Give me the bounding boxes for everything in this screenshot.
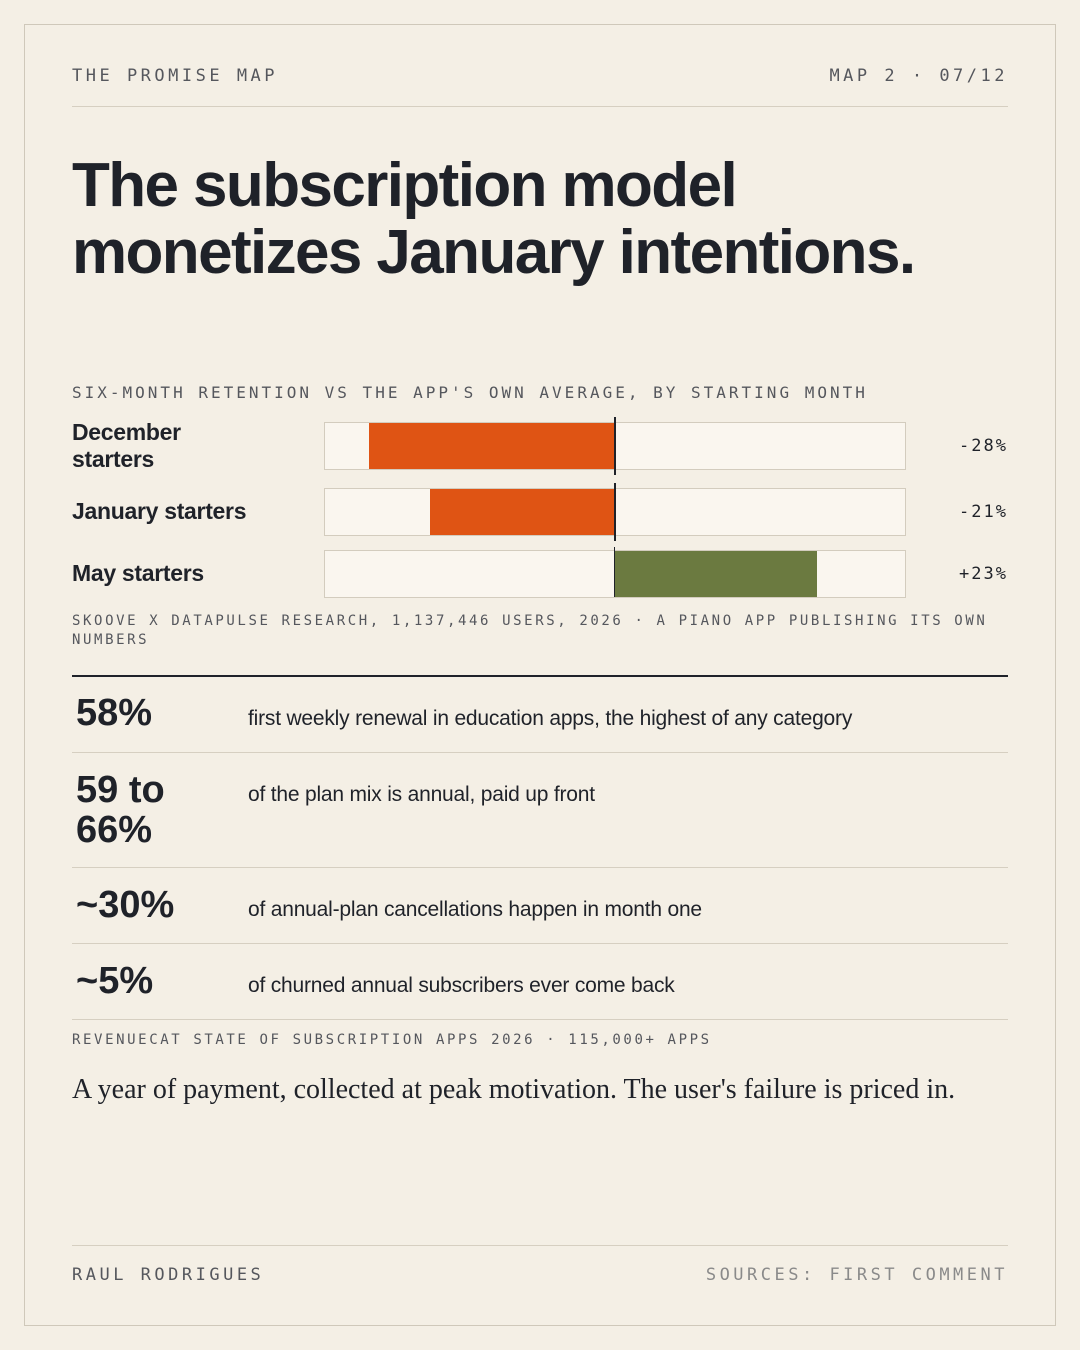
top-bar: THE PROMISE MAP MAP 2 · 07/12	[72, 66, 1008, 88]
series-title: THE PROMISE MAP	[72, 66, 279, 86]
stat-divider	[72, 1019, 1008, 1020]
bar-value-label: -28%	[959, 436, 1008, 456]
bar-track	[324, 417, 906, 475]
stat-description: of the plan mix is annual, paid up front	[248, 783, 595, 806]
bar-track	[324, 547, 906, 598]
stat-description: first weekly renewal in education apps, …	[248, 707, 853, 730]
top-divider	[72, 106, 1008, 107]
bar-label: December starters	[72, 419, 181, 472]
closing-statement: A year of payment, collected at peak mot…	[72, 1074, 956, 1105]
sources-note: SOURCES: FIRST COMMENT	[705, 1265, 1008, 1285]
bar-value-label: -21%	[959, 502, 1008, 522]
stat-value: ~30%	[76, 884, 175, 926]
bar	[430, 489, 615, 535]
stat-value: ~5%	[76, 960, 154, 1002]
map-index: MAP 2 · 07/12	[829, 66, 1008, 86]
bar	[615, 551, 818, 597]
stat-value: 58%	[76, 692, 153, 734]
headline: The subscription model monetizes January…	[72, 151, 916, 287]
baseline-marker	[614, 417, 616, 475]
author-name: RAUL RODRIGUES	[72, 1265, 265, 1285]
stat-divider	[72, 867, 1008, 868]
chart-source: SKOOVE X DATAPULSE RESEARCH, 1,137,446 U…	[72, 613, 988, 648]
bar-track	[324, 483, 906, 541]
baseline-marker	[614, 547, 615, 597]
bar	[368, 423, 615, 469]
stat-divider	[72, 752, 1008, 753]
stats-top-divider	[72, 675, 1008, 677]
footer-divider	[72, 1245, 1008, 1246]
stat-divider	[72, 943, 1008, 944]
bar-label: May starters	[72, 560, 204, 586]
stat-description: of annual-plan cancellations happen in m…	[248, 898, 702, 921]
chart-title: SIX-MONTH RETENTION VS THE APP'S OWN AVE…	[72, 383, 868, 402]
bar-value-label: +23%	[959, 564, 1008, 584]
card-frame	[24, 24, 1056, 1326]
stats-source: REVENUECAT STATE OF SUBSCRIPTION APPS 20…	[72, 1032, 712, 1048]
baseline-marker	[614, 483, 616, 541]
bar-label: January starters	[72, 498, 247, 524]
stat-description: of churned annual subscribers ever come …	[248, 974, 675, 997]
stat-value: 59 to 66%	[76, 769, 165, 851]
